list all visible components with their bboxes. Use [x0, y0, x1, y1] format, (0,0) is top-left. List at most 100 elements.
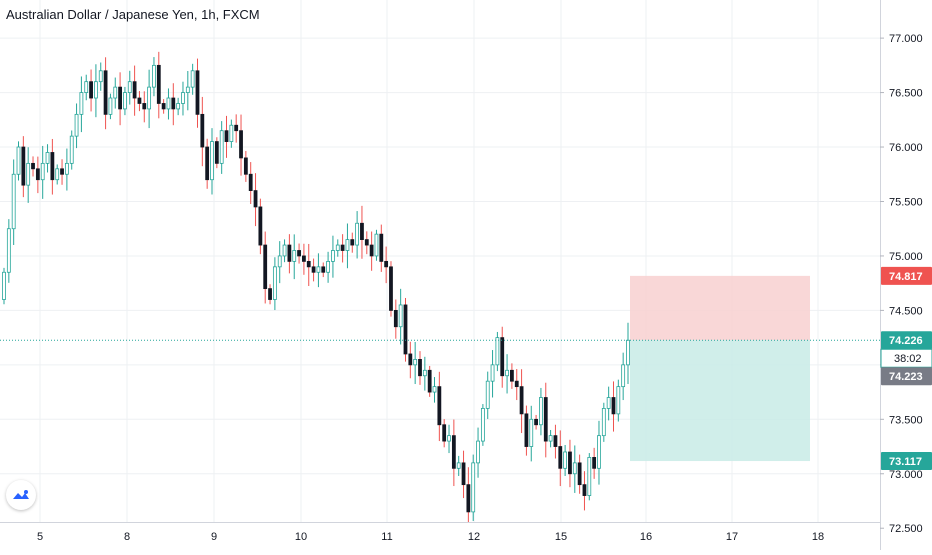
candle	[601, 402, 606, 442]
candle	[360, 205, 364, 259]
candle	[45, 144, 50, 173]
candle	[306, 243, 311, 286]
candle-body	[389, 266, 393, 311]
candle	[35, 156, 40, 194]
candle-body	[403, 304, 408, 355]
candle	[185, 71, 190, 111]
candle-body	[123, 92, 127, 110]
candle-body	[219, 130, 224, 164]
candle-body	[480, 408, 485, 442]
candle-body	[142, 103, 147, 110]
price-tick-label: 72.500	[889, 523, 923, 535]
candle	[534, 414, 538, 430]
candle	[84, 74, 89, 101]
candle	[548, 429, 553, 448]
candle-body	[374, 233, 379, 257]
candle-body	[447, 435, 451, 442]
candle-body	[161, 103, 166, 110]
candle	[442, 419, 447, 448]
candle-body	[413, 359, 418, 366]
previous-close-label: 74.223	[881, 367, 932, 386]
candle	[316, 253, 321, 288]
candle	[597, 420, 601, 485]
candle	[437, 371, 442, 442]
candle-body	[277, 255, 282, 268]
candle	[224, 115, 229, 158]
candle-body	[74, 113, 79, 137]
candle	[572, 445, 577, 493]
price-tick-label: 73.000	[889, 469, 923, 481]
candle	[374, 229, 379, 261]
candle	[485, 371, 490, 419]
candle-body	[118, 86, 122, 110]
candle	[176, 97, 181, 116]
candle-body	[253, 190, 258, 208]
stop-loss-price-label: 74.817	[881, 266, 932, 285]
candle-body	[393, 309, 398, 328]
price-tick-label: 76.500	[889, 88, 923, 100]
tradingview-cloud-icon[interactable]	[6, 480, 36, 510]
take-profit-price-label-text: 73.117	[889, 456, 922, 468]
candle	[6, 219, 11, 283]
candle-body	[360, 222, 364, 241]
candle-body	[621, 364, 626, 388]
candle-body	[200, 113, 205, 148]
candle	[292, 234, 297, 280]
candle-body	[89, 81, 93, 99]
candle	[263, 231, 268, 304]
candle-body	[79, 92, 84, 115]
candles	[2, 51, 630, 532]
candle-body	[548, 435, 553, 442]
candle-body	[331, 250, 335, 262]
candle	[606, 386, 611, 421]
candle	[553, 424, 558, 459]
time-axis-background	[0, 522, 880, 550]
candle	[89, 69, 93, 112]
candle	[123, 86, 127, 116]
candle-body	[364, 239, 369, 246]
candle	[113, 77, 118, 109]
candle	[171, 83, 176, 126]
candle-body	[355, 222, 360, 246]
candle	[214, 137, 219, 169]
candle-body	[563, 451, 568, 469]
chart-title: Australian Dollar / Japanese Yen, 1h, FX…	[6, 7, 260, 22]
time-tick-label: 12	[468, 531, 480, 543]
candle-body	[2, 271, 6, 300]
candle-body	[456, 462, 461, 469]
candle	[243, 150, 248, 182]
candle	[524, 405, 529, 456]
candle-body	[229, 124, 234, 142]
candle	[147, 69, 152, 129]
candle	[355, 211, 360, 259]
candle	[11, 159, 16, 246]
candle-body	[147, 86, 152, 110]
candle	[2, 267, 6, 305]
candle-body	[350, 239, 355, 246]
candle	[219, 121, 224, 174]
candle	[389, 261, 393, 317]
candle-body	[64, 162, 69, 175]
candle-body	[476, 440, 480, 464]
candle	[190, 63, 195, 95]
candle	[403, 297, 408, 362]
candle-body	[519, 386, 524, 415]
candle	[398, 288, 403, 345]
candle-body	[466, 484, 471, 513]
candle-body	[422, 369, 427, 377]
candle	[60, 159, 64, 185]
candle-body	[69, 135, 74, 164]
candle-body	[268, 288, 272, 300]
candle	[616, 379, 621, 422]
candle	[268, 284, 272, 305]
time-tick-label: 9	[211, 531, 217, 543]
candle	[476, 427, 480, 478]
take-profit-zone[interactable]	[630, 340, 810, 462]
candle	[152, 57, 156, 97]
stop-loss-zone[interactable]	[630, 275, 810, 341]
time-tick-label: 18	[812, 531, 824, 543]
candle	[282, 239, 287, 263]
candle-body	[258, 206, 263, 246]
